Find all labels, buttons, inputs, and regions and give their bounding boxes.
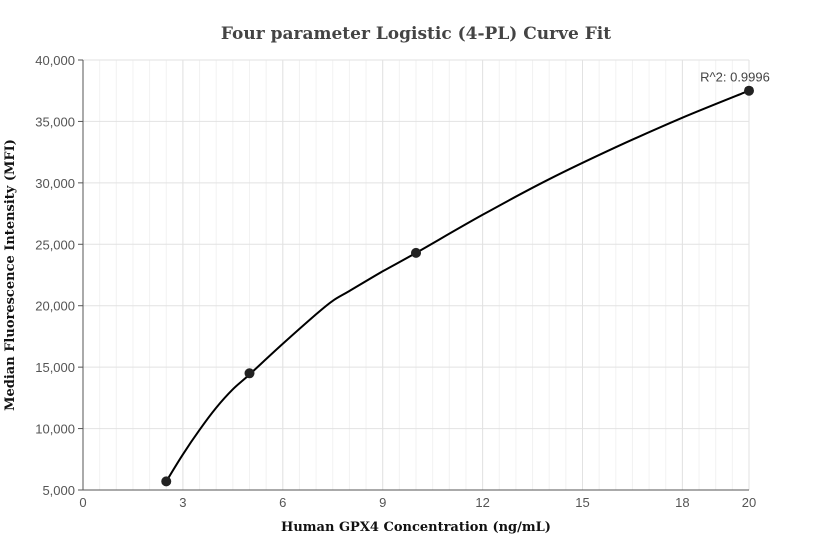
y-tick-label: 25,000 (35, 237, 75, 252)
x-tick-label: 6 (279, 495, 286, 510)
chart-title: Four parameter Logistic (4-PL) Curve Fit (221, 24, 611, 44)
y-tick-label: 10,000 (35, 422, 75, 437)
x-axis-label: Human GPX4 Concentration (ng/mL) (281, 520, 551, 535)
tick-labels: 0 3 6 9 12 15 18 20 5,000 10,000 15,000 20,000 25,00… (35, 53, 756, 510)
y-tick-label: 5,000 (42, 483, 75, 498)
x-tick-label: 0 (79, 495, 86, 510)
fit-curve (165, 89, 750, 482)
data-points (161, 85, 754, 487)
data-point (411, 247, 421, 258)
x-tick-label: 12 (475, 495, 489, 510)
y-tick-label: 40,000 (35, 53, 75, 68)
y-tick-label: 30,000 (35, 176, 75, 191)
axes (78, 59, 749, 491)
y-axis-label: Median Fluorescence Intensity (MFI) (3, 139, 18, 411)
x-tick-label: 20 (742, 495, 756, 510)
y-tick-label: 15,000 (35, 360, 75, 375)
x-tick-label: 9 (379, 495, 386, 510)
y-tick-label: 20,000 (35, 299, 75, 314)
x-tick-label: 15 (575, 495, 589, 510)
data-point (244, 368, 255, 379)
x-tick-label: 18 (675, 495, 689, 510)
r-squared-annotation: R^2: 0.9996 (700, 70, 770, 85)
data-point (161, 476, 172, 487)
x-tick-label: 3 (179, 495, 186, 510)
grid (82, 59, 750, 491)
y-tick-label: 35,000 (35, 114, 75, 129)
data-point (744, 85, 754, 96)
